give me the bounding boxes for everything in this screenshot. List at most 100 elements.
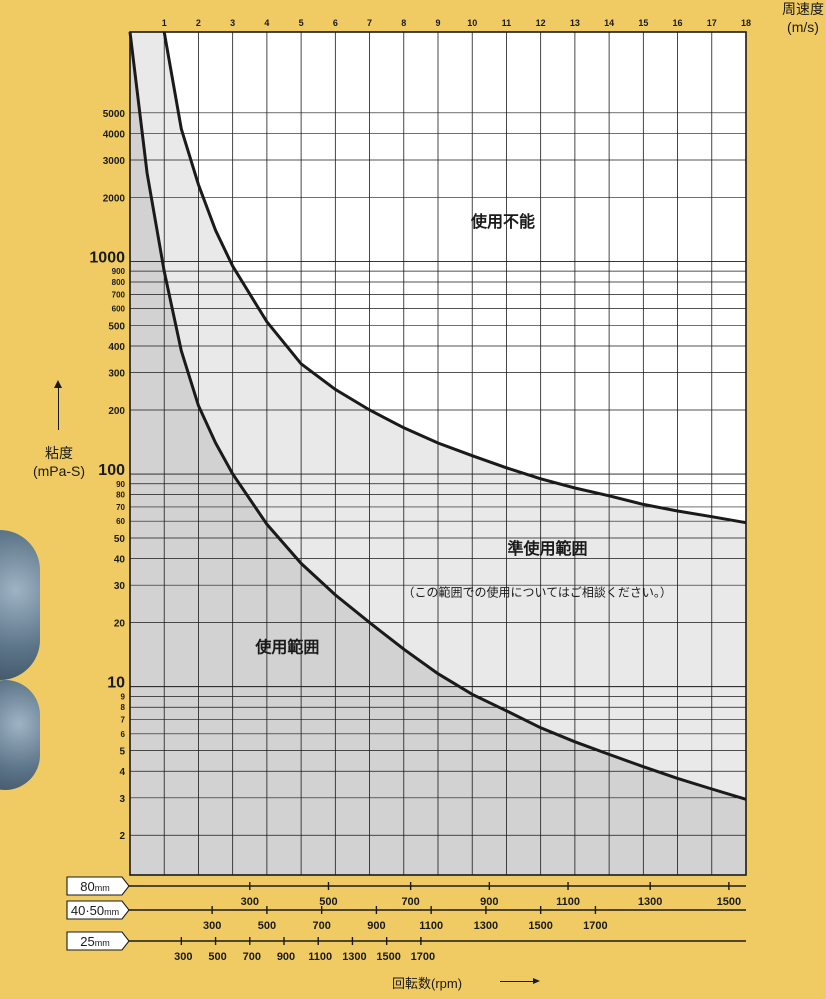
x-top-tick-label: 14 [604,18,614,28]
x-top-tick-label: 6 [333,18,338,28]
rpm-tick-label: 500 [258,920,276,932]
rpm-tick-label: 1500 [528,920,552,932]
impeller-size-tag [66,900,130,920]
rpm-tick-label: 300 [203,920,221,932]
rpm-tick-label: 900 [367,920,385,932]
y-tick-label: 600 [112,305,126,314]
y-tick-label: 80 [116,491,125,500]
y-tick-label: 50 [114,534,126,545]
x-top-tick-label: 4 [264,18,269,28]
x-top-tick-label: 13 [570,18,580,28]
y-tick-label-major: 10 [107,675,125,692]
rpm-tick-label: 1500 [717,896,741,908]
y-tick-label: 7 [121,716,126,725]
rpm-tick-label: 1100 [556,896,580,908]
x-top-tick-label: 15 [638,18,648,28]
y-axis-unit: (mPa-S) [32,463,86,479]
conditional-region-note: （この範囲での使用についてはご相談ください。） [403,585,672,600]
y-tick-label: 500 [108,321,125,332]
y-tick-label: 70 [116,503,125,512]
y-tick-label: 20 [114,619,126,630]
y-tick-label: 6 [121,730,126,739]
rpm-tick-label: 1100 [308,951,332,963]
impeller-size-unit: mm [104,907,119,917]
pump-illustration [0,530,40,680]
y-tick-label: 3 [119,794,125,805]
x-top-tick-label: 9 [435,18,440,28]
y-tick-label: 3000 [103,156,126,167]
rpm-tick-label: 1500 [376,951,400,963]
y-tick-label: 900 [112,267,126,276]
impeller-size-label: 25mm [80,934,109,949]
impeller-size-tag [66,931,130,951]
x-top-tick-label: 2 [196,18,201,28]
y-axis-arrow-icon [54,380,62,430]
y-tick-label-major: 100 [98,462,125,479]
x-top-tick-label: 16 [673,18,683,28]
y-axis-caption: 粘度 (mPa-S) [26,444,92,480]
y-tick-label: 4 [119,767,125,778]
plot-frame [129,31,747,876]
usable-limit-curve [128,31,747,801]
rpm-tick-label: 700 [401,896,419,908]
rpm-tick-label: 1700 [583,920,607,932]
impeller-size-tag [66,876,130,896]
y-tick-label: 200 [108,406,125,417]
rpm-tick-label: 700 [243,951,261,963]
rpm-tick-label: 500 [319,896,337,908]
x-top-tick-label: 17 [707,18,717,28]
y-tick-label-major: 1000 [89,249,125,266]
usable-region-label: 使用範囲 [254,637,319,656]
peripheral-speed-caption: 周速度 (m/s) [782,0,824,36]
impeller-size-label: 40·50mm [71,903,119,918]
rpm-tick-label: 900 [480,896,498,908]
impeller-size-unit: mm [95,883,110,893]
rpm-tick-label: 1300 [474,920,498,932]
x-top-tick-label: 7 [367,18,372,28]
y-tick-label: 9 [121,692,126,701]
peripheral-speed-unit: (m/s) [787,19,819,35]
y-tick-label: 800 [112,278,126,287]
rpm-tick-label: 700 [312,920,330,932]
x-top-tick-label: 11 [502,18,512,28]
rpm-tick-label: 300 [174,951,192,963]
x-top-tick-label: 1 [162,18,167,28]
pump-nozzle-illustration [0,680,40,790]
rpm-tick-label: 1700 [411,951,435,963]
rpm-tick-label: 300 [241,896,259,908]
y-tick-label: 2000 [103,193,126,204]
conditional-limit-curve [162,31,747,525]
x-top-tick-label: 10 [467,18,477,28]
y-tick-label: 90 [116,480,125,489]
y-tick-label: 5 [119,747,125,758]
x-top-tick-label: 18 [741,18,751,28]
y-tick-label: 2 [119,831,125,842]
unusable-region-label: 使用不能 [470,212,535,231]
rpm-axis-label: 回転数(rpm) [392,976,463,991]
y-tick-label: 700 [112,290,126,299]
y-axis-label: 粘度 [45,445,73,461]
y-tick-label: 8 [121,703,126,712]
rpm-tick-label: 1300 [342,951,366,963]
rpm-axis-arrow-icon [500,978,540,984]
x-top-tick-label: 5 [299,18,304,28]
y-tick-label: 400 [108,342,125,353]
impeller-size-unit: mm [95,938,110,948]
y-tick-label: 40 [114,555,126,566]
y-tick-label: 300 [108,369,125,380]
conditional-region-label: 準使用範囲 [508,539,588,558]
x-top-tick-label: 12 [536,18,546,28]
usable-region [130,32,746,875]
rpm-tick-label: 900 [277,951,295,963]
x-top-tick-label: 8 [401,18,406,28]
y-tick-label: 60 [116,517,125,526]
x-top-tick-label: 3 [230,18,235,28]
impeller-size-label: 80mm [80,879,109,894]
rpm-tick-label: 500 [208,951,226,963]
rpm-tick-label: 1100 [419,920,443,932]
rpm-tick-label: 1300 [638,896,662,908]
y-tick-label: 4000 [103,129,126,140]
y-tick-label: 30 [114,581,126,592]
peripheral-speed-label: 周速度 [782,1,824,17]
